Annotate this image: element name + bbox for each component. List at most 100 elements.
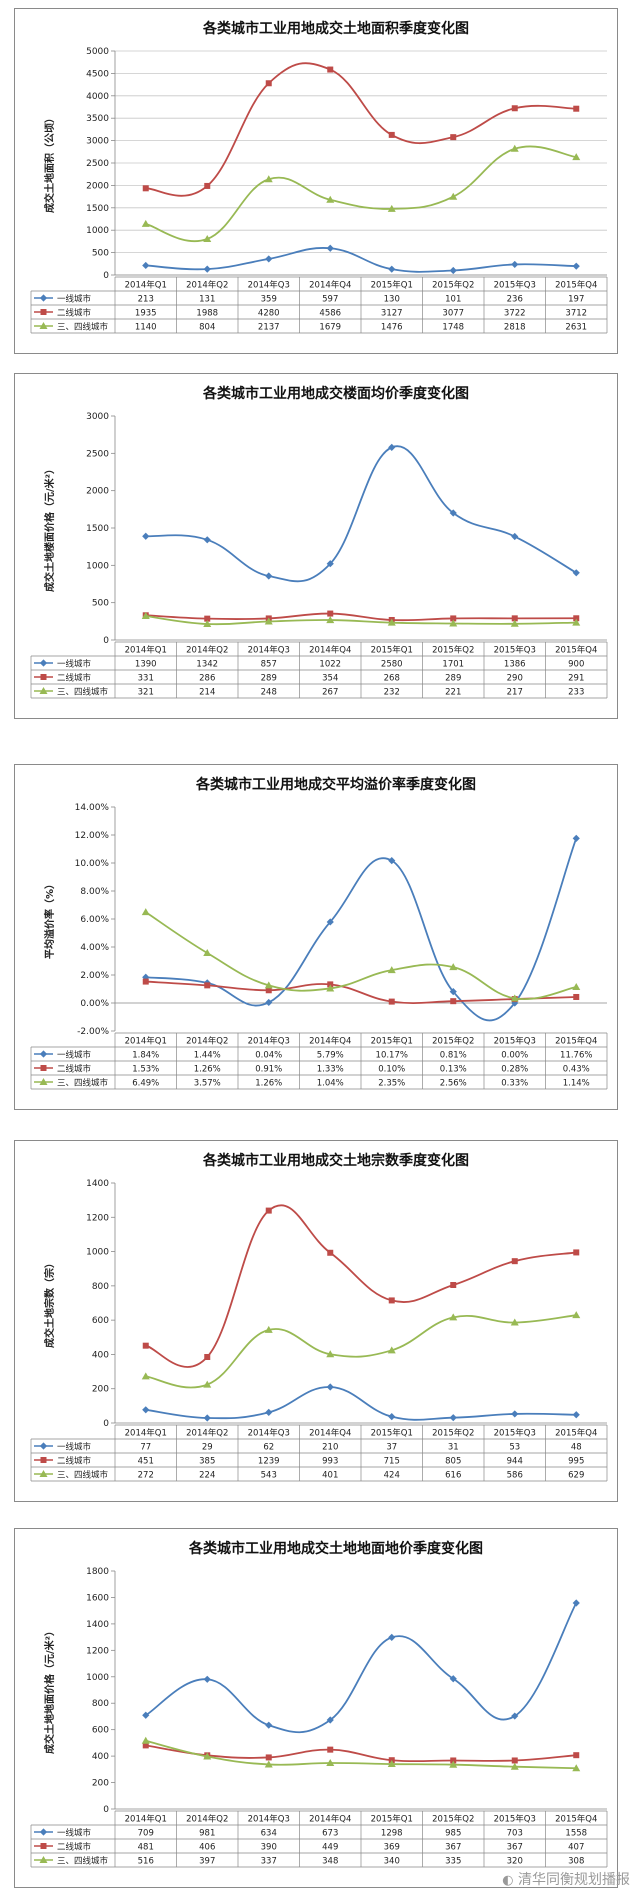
data-point [388,998,395,1005]
data-point [264,617,273,625]
data-label: 715 [384,1457,400,1467]
data-label: 1935 [135,309,157,319]
data-label: 1476 [381,323,403,333]
data-label: 0.28% [501,1065,528,1075]
data-label: 0.04% [255,1051,282,1061]
data-point [204,182,211,189]
data-label: 320 [507,1857,523,1867]
data-point [388,131,395,138]
data-label: 629 [568,1471,584,1481]
x-tick-label: 2015年Q4 [555,280,597,291]
chart-panel-land-price: 各类城市工业用地成交土地地面地价季度变化图 成交土地地面价格（元/米²） 0 200 4… [14,1528,618,1888]
data-point [39,1442,48,1450]
x-tick-label: 2014年Q1 [125,1428,167,1439]
data-label: 1988 [196,309,218,319]
data-point [511,1712,519,1720]
data-point [142,978,149,985]
data-point [572,1599,580,1607]
data-table: 2014年Q1 2014年Q2 2014年Q3 2014年Q4 2015年Q1 2015年… [30,641,608,699]
chart-title: 各类城市工业用地成交土地宗数季度变化图 [202,1152,469,1169]
data-point [326,1716,334,1724]
data-label: 424 [384,1471,400,1481]
data-label: 0.13% [440,1065,467,1075]
y-tick-label: 600 [92,1726,109,1736]
x-tick-label: 2014年Q3 [248,645,290,656]
y-tick-label: 2500 [86,449,109,459]
data-point [388,1297,395,1304]
data-point [39,1050,48,1058]
data-label: 1298 [381,1829,403,1839]
x-tick-label: 2015年Q1 [371,1814,413,1825]
data-label: 3127 [381,309,403,319]
x-tick-label: 2015年Q4 [555,1814,597,1825]
data-table: 2014年Q1 2014年Q2 2014年Q3 2014年Q4 2015年Q1 2015年… [30,1810,608,1868]
data-label: 449 [322,1843,338,1853]
data-label: 981 [199,1829,215,1839]
data-label: 401 [322,1471,338,1481]
legend-label: 二线城市 [57,673,92,684]
data-point [326,195,335,203]
data-point [511,105,518,112]
chart-panel-floor-price: 各类城市工业用地成交楼面均价季度变化图 成交土地楼面价格（元/米²） 0 500 100… [14,373,618,719]
data-label: 597 [322,295,338,305]
data-point [572,618,581,626]
x-tick-label: 2015年Q3 [494,280,536,291]
data-label: 385 [199,1457,215,1467]
data-point [572,983,581,991]
data-point [510,619,519,627]
data-label: 900 [568,660,584,670]
data-point [265,1408,273,1416]
y-tick-label: 2000 [86,181,109,191]
x-tick-label: 2015年Q4 [555,645,597,656]
data-point [39,1856,48,1863]
data-label: 1748 [442,323,464,333]
data-label: 1.14% [563,1079,590,1089]
data-label: 4280 [258,309,280,319]
data-label: 348 [322,1857,338,1867]
legend-label: 三、四线城市 [57,1078,109,1089]
x-tick-label: 2015年Q3 [494,1036,536,1047]
data-point [387,966,396,974]
data-point [141,1372,150,1380]
data-label: 224 [199,1471,215,1481]
data-point [265,572,273,580]
data-label: 10.17% [376,1051,408,1061]
x-tick-label: 2014年Q4 [309,1428,351,1439]
data-point [39,1828,48,1836]
chart-title: 各类城市工业用地成交平均溢价率季度变化图 [195,776,476,793]
series-2 [141,908,581,1002]
data-point [449,619,458,627]
legend-label: 三、四线城市 [57,322,109,333]
data-point [204,615,211,622]
data-point [511,615,518,622]
data-point [572,834,580,842]
data-label: 1022 [319,660,341,670]
y-tick-label: 4.00% [80,943,109,953]
data-label: 367 [507,1843,523,1853]
data-point [327,1249,334,1256]
chart-panel-premium-rate: 各类城市工业用地成交平均溢价率季度变化图 平均溢价率（%） -2.00% 0.00% 2… [14,764,618,1110]
data-point [388,265,396,273]
y-tick-label: -2.00% [77,1027,109,1037]
y-tick-label: 1000 [86,1248,109,1258]
data-point [572,262,580,270]
y-tick-label: 14.00% [75,803,110,813]
x-tick-label: 2015年Q2 [432,645,474,656]
data-point [203,1380,212,1388]
data-point [327,981,334,988]
y-tick-label: 1600 [86,1593,109,1603]
x-tick-label: 2015年Q1 [371,1428,413,1439]
data-point [142,261,150,270]
data-label: 4586 [319,309,341,319]
watermark-text: 清华同衡规划播报 [518,1872,630,1888]
y-tick-label: 10.00% [75,859,110,869]
data-label: 291 [568,674,584,684]
y-tick-label: 500 [92,599,109,609]
series-line [145,145,577,242]
data-point [204,1354,211,1360]
data-point [572,569,580,577]
data-label: 367 [445,1843,461,1853]
legend-label: 二线城市 [57,1842,92,1853]
